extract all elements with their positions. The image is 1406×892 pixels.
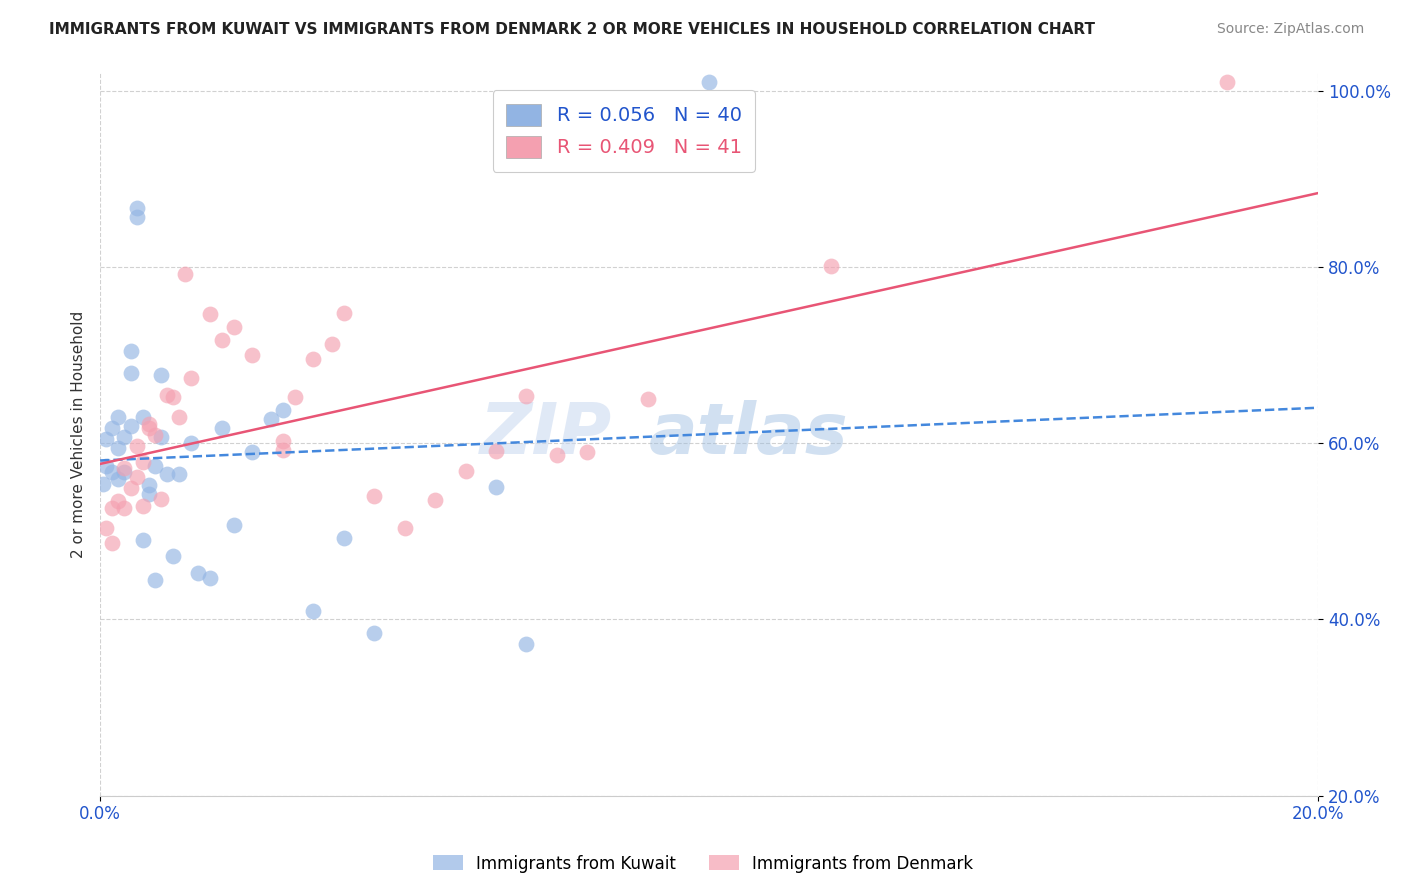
Point: [107, 494, 129, 508]
Text: ZIP: ZIP: [479, 400, 612, 469]
Point: [162, 549, 184, 563]
Point: [454, 464, 477, 478]
Point: [423, 492, 446, 507]
Point: [101, 465, 124, 479]
Point: [107, 410, 129, 425]
Point: [576, 445, 599, 459]
Point: [156, 388, 179, 402]
Point: [515, 388, 537, 402]
Point: [637, 392, 659, 407]
Point: [150, 368, 173, 383]
Point: [114, 430, 136, 444]
Point: [138, 487, 160, 501]
Point: [1216, 75, 1239, 89]
Point: [224, 319, 246, 334]
Point: [332, 531, 354, 545]
Point: [363, 489, 385, 503]
Point: [114, 465, 136, 479]
Point: [180, 436, 202, 450]
Point: [187, 566, 209, 581]
Point: [156, 467, 179, 482]
Point: [284, 390, 307, 404]
Point: [485, 480, 508, 494]
Point: [546, 448, 568, 462]
Point: [101, 500, 124, 515]
Point: [485, 443, 508, 458]
Point: [125, 210, 148, 224]
Point: [271, 434, 294, 448]
Point: [132, 410, 155, 425]
Point: [242, 445, 264, 459]
Text: Source: ZipAtlas.com: Source: ZipAtlas.com: [1216, 22, 1364, 37]
Point: [174, 267, 197, 281]
Point: [211, 421, 233, 435]
Point: [96, 432, 118, 446]
Point: [820, 259, 842, 273]
Point: [224, 518, 246, 533]
Point: [321, 336, 343, 351]
Point: [363, 626, 385, 640]
Point: [107, 441, 129, 455]
Point: [143, 573, 166, 587]
Point: [169, 410, 191, 425]
Point: [242, 348, 264, 362]
Point: [101, 536, 124, 550]
Point: [271, 442, 294, 457]
Point: [138, 478, 160, 492]
Point: [169, 467, 191, 482]
Point: [302, 352, 325, 367]
Point: [180, 370, 202, 384]
Point: [150, 491, 173, 506]
Point: [96, 458, 118, 473]
Point: [198, 306, 221, 320]
Text: atlas: atlas: [648, 400, 848, 469]
Point: [96, 521, 118, 535]
Point: [394, 521, 416, 535]
Point: [120, 481, 142, 495]
Point: [114, 500, 136, 515]
Legend: Immigrants from Kuwait, Immigrants from Denmark: Immigrants from Kuwait, Immigrants from …: [426, 848, 980, 880]
Point: [114, 461, 136, 475]
Point: [138, 421, 160, 435]
Point: [150, 430, 173, 444]
Point: [107, 472, 129, 486]
Point: [125, 201, 148, 215]
Point: [120, 418, 142, 433]
Point: [91, 477, 114, 491]
Y-axis label: 2 or more Vehicles in Household: 2 or more Vehicles in Household: [72, 310, 86, 558]
Point: [697, 75, 720, 89]
Point: [198, 571, 221, 585]
Point: [120, 343, 142, 358]
Point: [120, 366, 142, 380]
Point: [260, 412, 283, 426]
Point: [211, 333, 233, 347]
Point: [302, 604, 325, 618]
Point: [125, 439, 148, 453]
Point: [143, 428, 166, 442]
Point: [332, 306, 354, 320]
Point: [132, 533, 155, 548]
Point: [515, 637, 537, 651]
Point: [271, 403, 294, 417]
Point: [162, 391, 184, 405]
Text: IMMIGRANTS FROM KUWAIT VS IMMIGRANTS FROM DENMARK 2 OR MORE VEHICLES IN HOUSEHOL: IMMIGRANTS FROM KUWAIT VS IMMIGRANTS FRO…: [49, 22, 1095, 37]
Point: [132, 454, 155, 468]
Legend: R = 0.056   N = 40, R = 0.409   N = 41: R = 0.056 N = 40, R = 0.409 N = 41: [492, 90, 755, 172]
Point: [143, 458, 166, 473]
Point: [101, 421, 124, 435]
Point: [138, 417, 160, 431]
Point: [125, 470, 148, 484]
Point: [132, 499, 155, 513]
